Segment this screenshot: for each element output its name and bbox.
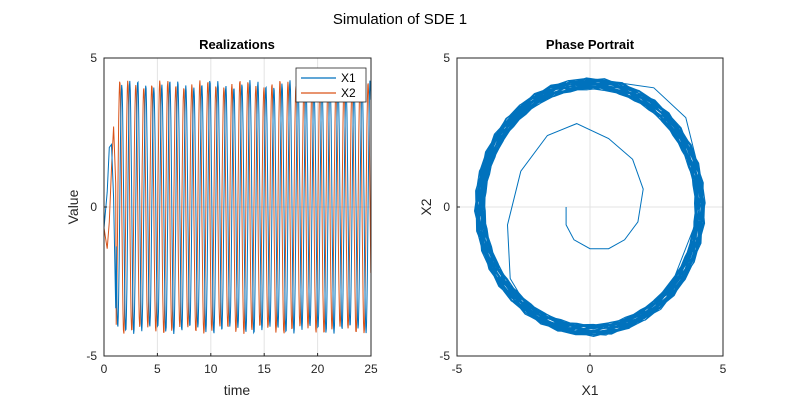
realizations-axes: Realizations 0 5 10 15 20 25 -5 0 5 time Value X… xyxy=(65,37,378,398)
series-line-x1 xyxy=(103,80,372,335)
realizations-ytick-label: 5 xyxy=(90,51,97,65)
phase-portrait-ylabel: X2 xyxy=(418,198,434,215)
phase-portrait-axes-title: Phase Portrait xyxy=(546,37,635,52)
phase-portrait-xtick-label: 5 xyxy=(720,362,727,376)
realizations-xlabel: time xyxy=(224,382,251,398)
legend-box xyxy=(295,67,367,103)
phase-portrait-xtick-label: 0 xyxy=(587,362,594,376)
phase-portrait-ytick-label: 5 xyxy=(443,51,450,65)
realizations-axes-title: Realizations xyxy=(199,37,275,52)
legend: X1 X2 xyxy=(295,67,367,103)
phase-portrait-ytick-label: 0 xyxy=(443,200,450,214)
phase-portrait-xlabel: X1 xyxy=(581,382,598,398)
realizations-ytick-label: 0 xyxy=(90,200,97,214)
phase-portrait-ticks: -5 0 5 -5 0 5 xyxy=(439,51,726,376)
realizations-xtick-label: 0 xyxy=(101,362,108,376)
realizations-ticks: 0 5 10 15 20 25 -5 0 5 xyxy=(86,51,378,376)
legend-entry-x2: X2 xyxy=(341,86,356,100)
realizations-xtick-label: 25 xyxy=(364,362,378,376)
realizations-ylabel: Value xyxy=(65,189,81,224)
realizations-xtick-label: 5 xyxy=(154,362,161,376)
realizations-xtick-label: 10 xyxy=(204,362,218,376)
phase-portrait-axes: Phase Portrait -5 0 5 -5 0 5 X1 X2 xyxy=(418,37,727,398)
figure-title: Simulation of SDE 1 xyxy=(333,11,467,28)
realizations-xtick-label: 20 xyxy=(311,362,325,376)
phase-portrait-ytick-label: -5 xyxy=(439,349,450,363)
realizations-ytick-label: -5 xyxy=(86,349,97,363)
phase-portrait-series xyxy=(473,77,706,338)
realizations-xtick-label: 15 xyxy=(258,362,272,376)
phase-portrait-xtick-label: -5 xyxy=(452,362,463,376)
phase-trajectory-line xyxy=(473,77,706,338)
phase-portrait-grid xyxy=(457,58,723,356)
legend-entry-x1: X1 xyxy=(341,71,356,85)
